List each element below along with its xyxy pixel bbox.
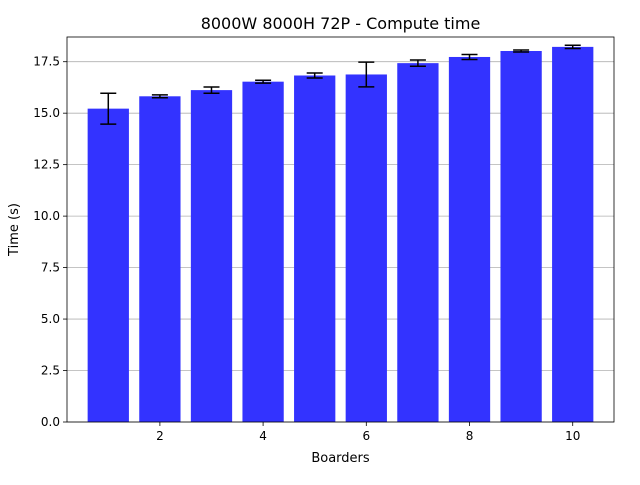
y-tick-label: 17.5: [33, 55, 60, 69]
bar-7: [397, 63, 439, 422]
x-tick-label: 8: [466, 429, 474, 443]
error-bar-6: [358, 61, 375, 88]
error-bar-3: [203, 86, 220, 94]
bar-8: [448, 56, 491, 423]
y-tick-label: 5.0: [41, 312, 60, 326]
bar-2: [139, 96, 181, 422]
bar-3: [190, 90, 233, 422]
bar-4: [242, 81, 284, 423]
chart-title: 8000W 8000H 72P - Compute time: [201, 14, 481, 33]
error-bar-5: [306, 72, 323, 79]
y-tick-label: 7.5: [41, 261, 60, 275]
error-bar-4: [255, 79, 272, 84]
bar-1: [87, 108, 129, 422]
bar-9: [500, 51, 542, 422]
bar-10: [552, 46, 594, 422]
error-bar-2: [151, 94, 168, 99]
y-tick-label: 2.5: [41, 364, 60, 378]
y-axis-label: Time (s): [7, 203, 22, 257]
y-tick-label: 12.5: [33, 158, 60, 172]
x-tick-label: 4: [259, 429, 267, 443]
y-tick-label: 0.0: [41, 415, 60, 429]
y-axis-ticks: 0.0 2.5 5.0 7.5 10.0 12.5 15.0 17.5: [33, 55, 67, 429]
y-tick-label: 10.0: [33, 209, 60, 223]
error-bar-8: [461, 53, 478, 61]
bars: [87, 46, 594, 423]
error-bar-10: [564, 44, 581, 50]
error-bar-9: [513, 49, 530, 53]
bar-5: [294, 75, 336, 422]
x-tick-label: 2: [156, 429, 164, 443]
error-bars: [100, 44, 581, 125]
error-bar-1: [100, 92, 117, 125]
y-tick-label: 15.0: [33, 106, 60, 120]
x-tick-label: 6: [362, 429, 370, 443]
plot-frame: [66, 36, 615, 423]
x-tick-label: 10: [565, 429, 580, 443]
x-axis-label: Boarders: [311, 451, 370, 466]
bar-6: [345, 74, 387, 423]
error-bar-7: [409, 59, 426, 67]
x-axis-ticks: 2 4 6 8 10: [156, 422, 580, 443]
